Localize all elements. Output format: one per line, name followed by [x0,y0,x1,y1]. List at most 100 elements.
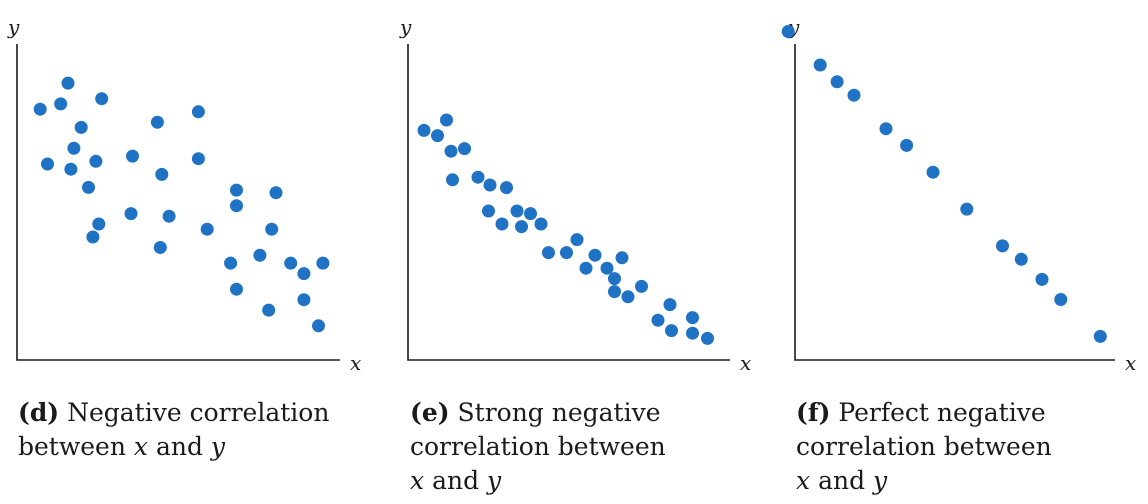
data-point [534,217,548,231]
caption-text: Perfect negative [838,398,1046,427]
data-point [417,123,431,137]
data-point [312,319,325,333]
data-point [701,331,714,345]
data-point [124,207,138,221]
data-point [510,204,524,218]
data-point [621,290,635,304]
caption-and: and [818,466,866,495]
caption-letter: (f) [796,398,831,427]
x-axis-label: x [740,351,751,375]
caption-letter: (d) [18,398,60,427]
data-point [524,207,537,221]
data-point [41,157,54,171]
data-point [495,217,509,231]
data-point [54,97,68,111]
data-point [830,75,844,89]
data-point [483,178,497,192]
data-point [33,102,47,116]
caption-e: (e) Strong negative correlation between … [410,396,666,498]
data-point [230,199,243,213]
y-axis-label: y [399,15,412,39]
data-point [191,152,205,166]
data-point [458,142,471,156]
data-point [847,88,861,102]
data-point [1014,252,1028,266]
data-point [588,248,602,262]
data-point [153,241,167,254]
data-point [560,246,573,260]
data-point [686,311,699,325]
data-point [635,279,648,293]
data-point [482,204,495,218]
data-point [224,256,238,270]
caption-var-x: x [133,432,148,461]
caption-d: (d) Negative correlation between x and y [18,396,329,464]
caption-text-2: correlation between [796,432,1052,461]
data-point [446,173,459,187]
caption-var-x: x [410,466,425,495]
data-point [200,222,214,236]
y-axis-label: y [7,15,20,39]
data-point [663,298,677,312]
axes [16,44,340,361]
data-point [67,141,81,155]
axes [794,44,1115,361]
data-point [74,120,88,134]
data-point [64,162,78,176]
caption-letter: (e) [410,398,450,427]
data-point [615,251,629,265]
data-point [608,285,621,299]
data-point [608,272,621,286]
data-point [126,149,139,163]
data-point [253,248,267,262]
x-axis-label: x [350,351,361,375]
scatter-plot-negative-correlation: y x [7,15,361,375]
data-point [1035,272,1049,286]
data-point [230,282,243,296]
data-point [265,222,279,236]
data-point [781,25,795,38]
scatter-plot-perfect-negative-correlation: y x [781,15,1136,375]
caption-var-x: x [796,466,811,495]
data-point [284,256,298,270]
caption-var-y: y [873,466,888,495]
data-point [89,154,103,168]
data-point [926,165,940,179]
data-point [665,324,678,338]
scatter-plot-strong-negative-correlation: y x [399,15,751,375]
data-point [269,186,283,200]
data-point [316,256,330,270]
data-point [471,170,485,184]
data-points [417,113,714,345]
data-point [155,167,169,181]
data-point [500,181,513,195]
data-points [33,76,330,333]
data-point [570,233,584,247]
data-point [297,267,311,281]
data-point [651,313,665,327]
data-point [542,246,555,260]
data-point [600,261,614,275]
caption-and: and [155,432,203,461]
data-point [86,230,100,244]
data-point [900,138,914,152]
data-point [61,76,75,90]
data-point [686,326,699,340]
data-point [150,115,164,129]
data-point [440,113,453,127]
axes [407,44,730,361]
caption-f: (f) Perfect negative correlation between… [796,396,1052,498]
data-point [297,293,311,307]
caption-text-2: between [18,432,126,461]
data-point [1093,329,1107,343]
data-point [444,144,458,158]
caption-text: Negative correlation [67,398,330,427]
caption-text-2: correlation between [410,432,666,461]
data-point [996,239,1009,253]
data-point [191,105,205,119]
x-axis-label: x [1125,351,1136,375]
data-point [82,180,95,194]
data-point [162,209,176,223]
data-point [879,122,893,136]
data-point [262,303,276,317]
